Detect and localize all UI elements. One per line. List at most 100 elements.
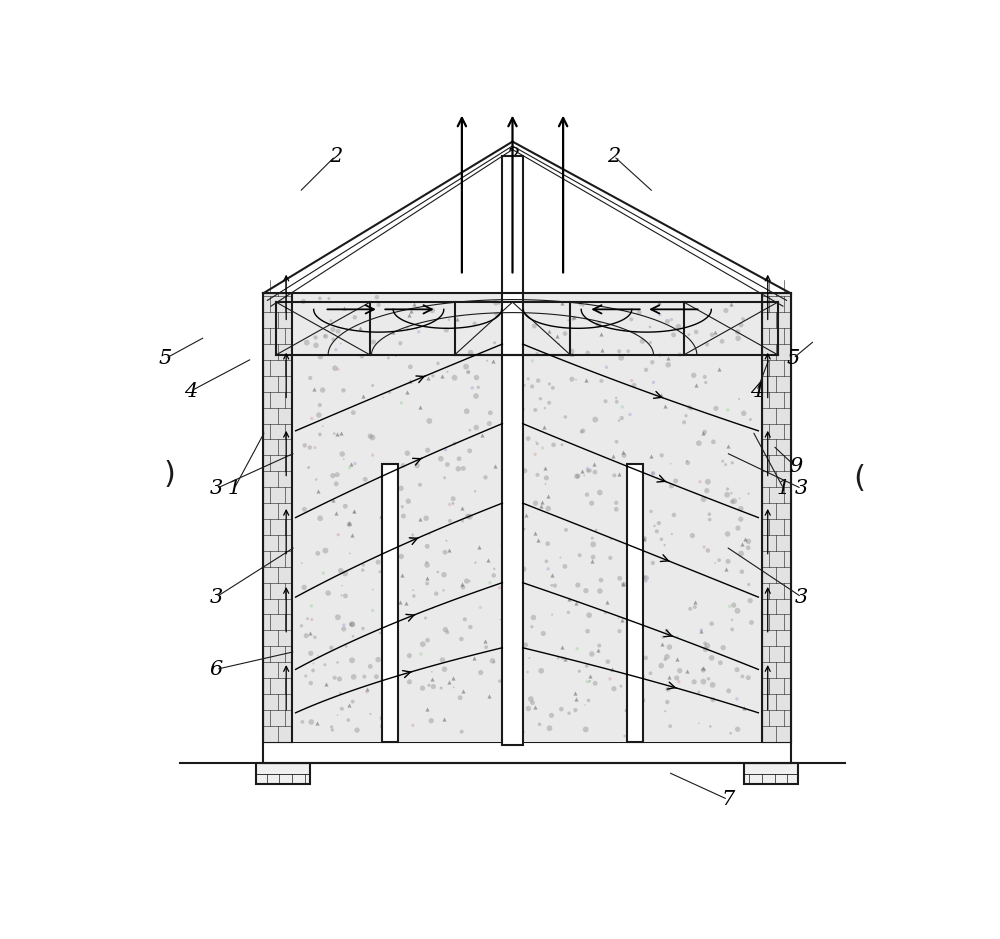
Text: 1: 1 [777,479,790,499]
Point [611,623,627,639]
Point [405,528,421,543]
Point [517,463,533,478]
Bar [256,763,310,784]
Point [415,681,431,696]
Point [525,610,541,625]
Point [438,442,454,457]
Point [441,674,457,689]
Point [479,353,495,368]
Point [663,312,679,327]
Point [317,657,333,672]
Point [488,295,504,310]
Text: 7: 7 [721,790,735,809]
Point [467,316,483,331]
Point [362,428,378,443]
Point [702,512,718,527]
Point [365,582,381,597]
Point [564,346,580,362]
Point [337,589,353,604]
Point [711,362,727,377]
Point [701,671,717,686]
Point [550,651,566,666]
Point [511,391,527,406]
Point [645,466,661,481]
Point [704,616,720,631]
Point [580,693,596,708]
Point [660,350,676,365]
Point [477,633,493,648]
Point [593,327,609,342]
Text: 9: 9 [789,457,803,476]
Point [611,413,627,428]
Point [336,622,352,637]
Point [336,452,352,467]
Point [327,361,343,376]
Point [553,701,569,716]
Point [406,297,422,312]
Point [569,469,585,484]
Point [471,539,487,554]
Point [380,350,396,365]
Point [584,646,600,661]
Point [325,322,341,337]
Point [598,360,614,375]
Point [300,611,316,626]
Point [326,426,342,441]
Point [312,397,328,412]
Point [513,688,529,703]
Point [584,554,600,569]
Point [303,598,319,613]
Point [580,346,596,361]
Point [729,691,745,706]
Point [603,531,619,546]
Point [341,516,357,531]
Point [701,507,717,522]
Point [460,509,476,524]
Point [375,390,391,405]
Point [691,685,707,700]
Point [580,623,596,639]
Point [297,438,313,453]
Point [649,524,665,539]
Point [499,638,515,653]
Point [588,523,604,538]
Point [343,617,359,632]
Point [419,558,435,573]
Point [567,702,583,717]
Point [569,641,585,656]
Point [579,296,595,311]
Point [482,576,498,591]
Point [634,669,650,684]
Point [412,399,428,414]
Point [654,448,670,463]
Point [390,482,406,497]
Point [611,344,627,359]
Point [302,625,318,640]
Point [599,594,615,609]
Point [719,482,735,497]
Point [622,407,638,422]
Point [333,425,349,440]
Point [392,594,408,609]
Point [301,460,317,475]
Point [406,589,422,604]
Point [557,559,573,574]
Point [302,370,318,385]
Point [315,419,331,434]
Text: 1: 1 [228,479,241,499]
Point [704,651,720,666]
Point [329,467,345,482]
Point [404,531,420,546]
Point [499,361,515,376]
Point [446,436,462,451]
Point [687,594,703,609]
Point [412,512,428,527]
Point [436,711,452,726]
Point [500,500,516,515]
Point [437,662,453,677]
Point [530,373,546,388]
Point [364,430,380,445]
Point [561,706,577,721]
Point [731,392,747,407]
Bar [263,293,292,742]
